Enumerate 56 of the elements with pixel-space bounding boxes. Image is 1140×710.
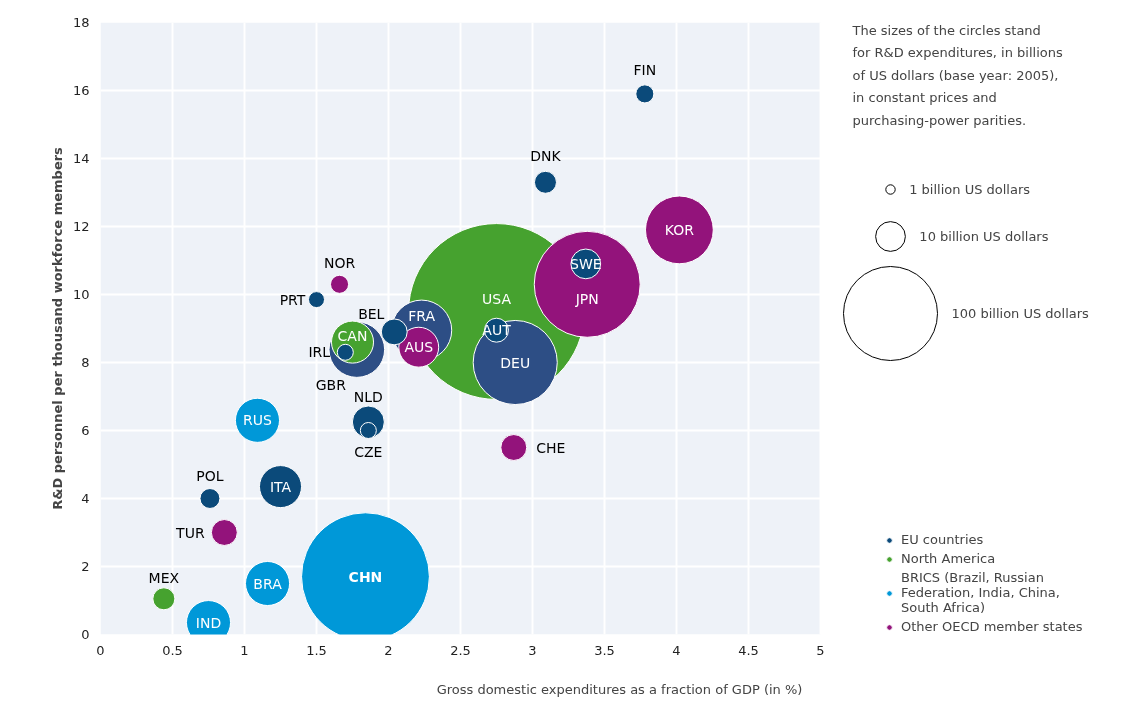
x-tick-label: 2 [384,642,393,658]
annotation: BRA [253,575,283,592]
y-tick-label: 0 [81,627,90,642]
y-tick-label: 16 [72,83,90,98]
annotation: FIN [633,61,657,78]
y-tick-label: 2 [81,559,90,574]
y-tick-label: 8 [81,355,90,370]
annotation: IND [195,614,222,631]
annotation: CAN [337,328,368,345]
annotation: DEU [500,354,531,371]
annotation: NOR [323,255,356,272]
y-tick-label: 12 [72,219,90,234]
x-tick-label: 0.5 [162,642,183,658]
y-tick-label: 14 [72,151,90,166]
annotation: JPN [574,291,599,308]
annotation: CHN [348,568,383,585]
x-tick-label: 3.5 [594,642,615,658]
annotation: USA [482,290,512,307]
text: The sizes of the circles stand for R&D expenditures, in billions of US dollars (base year: 2005), in constant prices and purchasing-power parities. [851,22,1063,128]
y-tick-label: 6 [81,423,90,438]
x-tick-label: 1 [240,642,249,658]
annotation: ITA [269,478,292,495]
y-axis-title: R&D personnel per thousand workforce members [49,146,65,510]
x-tick-label: 4.5 [738,642,759,658]
annotation: DNK [530,148,562,165]
x-tick-label: 1.5 [306,642,327,658]
x-tick-label: 5 [816,642,825,658]
annotation: IRL [308,344,331,361]
annotation: POL [196,467,224,484]
annotation: KOR [664,221,695,238]
x-tick-label: 0 [96,642,105,658]
annotation: NLD [353,389,383,405]
legend-label: 1 billion US dollars [909,182,1031,197]
legend-label: 10 billion US dollars [919,229,1049,244]
legend-label: Other OECD member states [901,619,1083,634]
legend-label: BRICS (Brazil, Russian Federation, India, China, South Africa) [901,570,1060,615]
x-axis-title: Gross domestic expenditures as a fraction of GDP (in %) [436,681,803,697]
y-tick-label: 18 [72,15,90,30]
legend-label: North America [901,551,996,566]
x-tick-label: 3 [528,642,537,658]
annotation: GBR [315,376,347,393]
legend-label: EU countries [901,532,984,547]
annotation: TUR [175,524,205,541]
annotation: AUS [404,339,434,356]
annotation: CZE [354,443,383,460]
legend-label: 100 billion US dollars [951,306,1090,321]
x-tick-label: 2.5 [450,642,471,658]
annotation: BEL [358,305,385,322]
annotation: PRT [279,291,306,308]
y-tick-label: 4 [81,491,90,506]
x-tick-label: 4 [672,642,681,658]
annotation: MEX [148,569,180,586]
annotation: RUS [243,412,272,429]
annotation: CHE [536,439,566,456]
y-tick-label: 10 [72,287,90,302]
annotation: FRA [408,308,436,325]
